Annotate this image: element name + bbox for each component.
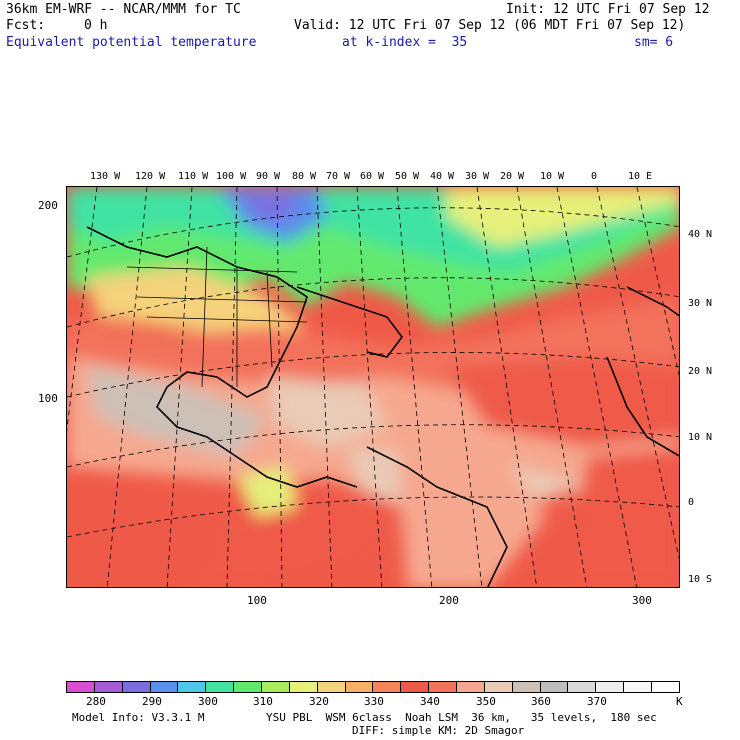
init-time: Init: 12 UTC Fri 07 Sep 12 <box>506 2 710 17</box>
model-info: Model Info: V3.3.1 M <box>72 711 205 724</box>
bottom-axis-label: 300 <box>632 594 652 607</box>
diffusion-info: DIFF: simple KM: 2D Smagor <box>352 724 525 737</box>
graticule <box>67 187 679 587</box>
colorbar-label: 340 <box>420 695 440 708</box>
colorbar-label: 290 <box>142 695 162 708</box>
colorbar-label: 360 <box>531 695 551 708</box>
lon-label: 120 W <box>135 171 166 182</box>
lon-label: 130 W <box>90 171 121 182</box>
gulf-gray <box>87 367 267 457</box>
colorbar-label: 320 <box>309 695 329 708</box>
state-borders <box>126 246 308 388</box>
colorbar <box>66 681 680 693</box>
colorbar-swatch <box>150 682 179 692</box>
colorbar-swatch <box>652 682 679 692</box>
lon-label: 60 W <box>360 171 385 182</box>
left-axis-label: 200 <box>38 199 58 212</box>
south-america-red <box>187 477 407 587</box>
map-svg <box>67 187 679 587</box>
lon-label: 90 W <box>256 171 281 182</box>
colorbar-swatch <box>67 682 95 692</box>
colorbar-swatch <box>624 682 653 692</box>
colorbar-swatch <box>568 682 597 692</box>
colorbar-label: 330 <box>364 695 384 708</box>
lon-label: 110 W <box>178 171 209 182</box>
colorbar-swatch <box>178 682 207 692</box>
lat-label: 0 <box>688 497 695 508</box>
colorbar-label: 280 <box>86 695 106 708</box>
colorbar-swatch <box>373 682 402 692</box>
coldest-core <box>237 192 297 222</box>
lon-label: 100 W <box>216 171 247 182</box>
lat-label: 20 N <box>688 366 713 377</box>
colorbar-label: 310 <box>253 695 273 708</box>
africa-red <box>567 447 679 587</box>
lon-label: 0 <box>591 171 598 182</box>
colorbar-swatch <box>401 682 430 692</box>
colorbar-swatch <box>540 682 569 692</box>
atlantic-red <box>447 357 679 447</box>
caribbean-beige <box>267 377 387 447</box>
south-atlantic <box>397 437 547 587</box>
colorbar-label: 300 <box>198 695 218 708</box>
bottom-axis-label: 100 <box>247 594 267 607</box>
colorbar-swatch <box>429 682 458 692</box>
left-axis-label: 100 <box>38 392 58 405</box>
bottom-axis-label: 200 <box>439 594 459 607</box>
colorbar-swatch <box>484 682 513 692</box>
lon-label: 20 W <box>500 171 525 182</box>
colorbar-swatch <box>289 682 318 692</box>
colorbar-swatch <box>596 682 625 692</box>
lon-label: 10 W <box>540 171 565 182</box>
colorbar-swatch <box>345 682 374 692</box>
fcst-label: Fcst: <box>6 18 46 33</box>
valid-time: Valid: 12 UTC Fri 07 Sep 12 (06 MDT Fri … <box>294 18 686 33</box>
colorbar-swatch <box>317 682 346 692</box>
model-title: 36km EM-WRF -- NCAR/MMM for TC <box>6 2 241 17</box>
north-america-band <box>87 267 307 337</box>
lon-label: 50 W <box>395 171 420 182</box>
map-panel <box>66 186 680 588</box>
colorbar-swatch <box>94 682 123 692</box>
k-index: at k-index = 35 <box>342 35 468 50</box>
lat-label: 10 S <box>688 574 713 585</box>
colorbar-unit: K <box>676 695 683 708</box>
lon-label: 40 W <box>430 171 455 182</box>
coastlines <box>86 226 679 587</box>
yellow-patch <box>237 467 297 517</box>
field-name: Equivalent potential temperature <box>6 35 257 50</box>
physics-info: YSU PBL WSM 6class Noah LSM 36 km, 35 le… <box>266 711 657 724</box>
lon-label: 10 E <box>628 171 653 182</box>
colorbar-swatch <box>262 682 290 692</box>
lat-label: 10 N <box>688 432 713 443</box>
colorbar-swatch <box>234 682 263 692</box>
lon-label: 30 W <box>465 171 490 182</box>
lat-label: 40 N <box>688 229 713 240</box>
lon-label: 80 W <box>292 171 317 182</box>
colorbar-swatch <box>122 682 151 692</box>
fcst-value: 0 h <box>84 18 108 33</box>
colorbar-swatch <box>512 682 541 692</box>
smoothing: sm= 6 <box>634 35 674 50</box>
colorbar-swatch <box>457 682 485 692</box>
colorbar-label: 370 <box>587 695 607 708</box>
colorbar-swatch <box>206 682 235 692</box>
colorbar-label: 350 <box>476 695 496 708</box>
lon-label: 70 W <box>326 171 351 182</box>
lat-label: 30 N <box>688 298 713 309</box>
